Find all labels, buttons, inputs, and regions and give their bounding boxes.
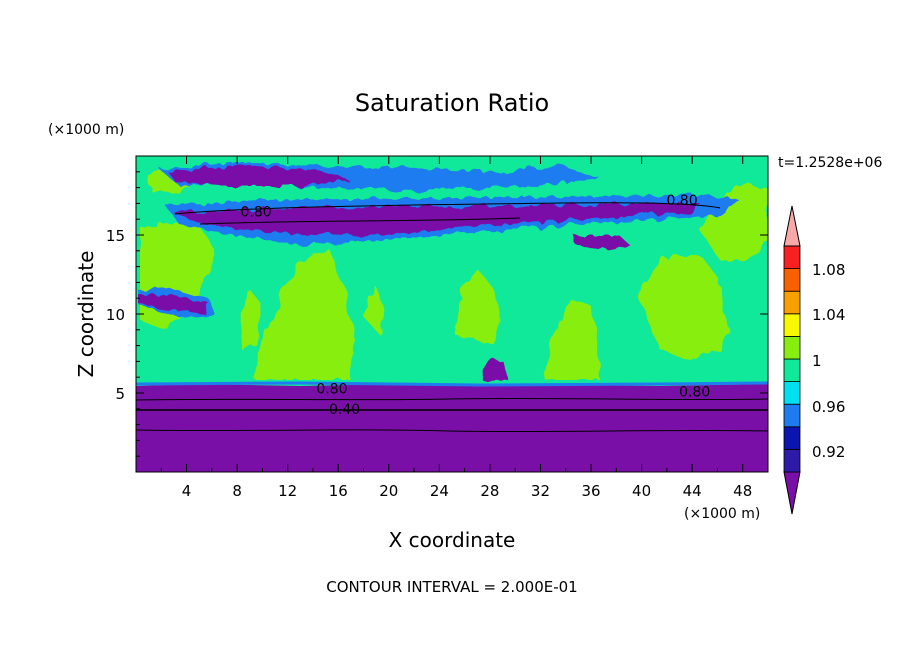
colorbar-segment-2	[783, 426, 801, 450]
x-tick-label-11: 48	[733, 482, 752, 500]
y-axis-title: Z coordinate	[74, 251, 98, 378]
colorbar-label-4: 0.92	[812, 443, 845, 461]
colorbar-segment-7	[783, 313, 801, 337]
x-tick-label-1: 8	[232, 482, 242, 500]
contour-label-4: 0.80	[679, 384, 710, 400]
colorbar: 1.08 1.04 1 0.96 0.92	[783, 205, 845, 515]
lower-dry-layer	[136, 384, 768, 472]
colorbar-label-2: 1	[812, 352, 822, 370]
x-tick-label-4: 20	[379, 482, 398, 500]
lower-layer-edge	[136, 381, 768, 387]
contour-interval-label: CONTOUR INTERVAL = 2.000E-01	[326, 578, 577, 596]
colorbar-label-3: 0.96	[812, 398, 845, 416]
x-tick-label-3: 16	[329, 482, 348, 500]
colorbar-lower-arrow	[783, 471, 801, 515]
colorbar-segment-5	[783, 358, 801, 383]
x-axis: 4 8 12 16 20 24 28 32 36 40 44 48	[160, 156, 752, 500]
y-unit-label: (×1000 m)	[48, 122, 124, 138]
colorbar-label-1: 1.04	[812, 306, 845, 324]
colorbar-label-0: 1.08	[812, 261, 845, 279]
y-tick-label-2: 15	[106, 227, 125, 245]
x-unit-label: (×1000 m)	[684, 506, 760, 522]
y-tick-label-1: 10	[106, 306, 125, 324]
contour-label-0: 0.80	[240, 204, 271, 220]
x-tick-label-2: 12	[278, 482, 297, 500]
chart-title: Saturation Ratio	[355, 89, 549, 117]
contour-label-1: 0.80	[666, 193, 697, 209]
x-axis-title: X coordinate	[389, 528, 516, 552]
colorbar-segment-3	[783, 403, 801, 428]
x-tick-label-6: 28	[480, 482, 499, 500]
y-tick-label-0: 5	[115, 385, 125, 403]
x-tick-label-9: 40	[632, 482, 651, 500]
contour-labels: 0.80 0.80 0.80 0.40 0.80	[240, 193, 710, 418]
x-tick-label-5: 24	[430, 482, 449, 500]
colorbar-segment-4	[783, 381, 801, 405]
x-tick-label-8: 36	[581, 482, 600, 500]
y-axis: 5 10 15	[106, 171, 768, 457]
x-tick-label-0: 4	[182, 482, 192, 500]
colorbar-upper-arrow	[783, 205, 801, 247]
plot-field: 0.80 0.80 0.80 0.40 0.80	[136, 156, 768, 472]
colorbar-segment-9	[783, 268, 801, 292]
time-label: t=1.2528e+06	[778, 155, 882, 171]
x-tick-label-10: 44	[683, 482, 702, 500]
colorbar-segment-6	[783, 335, 801, 360]
colorbar-segment-10	[783, 245, 801, 270]
contour-lines	[136, 202, 768, 433]
colorbar-segment-8	[783, 290, 801, 315]
contour-label-3: 0.40	[329, 402, 360, 418]
x-tick-label-7: 32	[531, 482, 550, 500]
colorbar-segment-1	[783, 448, 801, 473]
contour-label-2: 0.80	[316, 381, 347, 397]
